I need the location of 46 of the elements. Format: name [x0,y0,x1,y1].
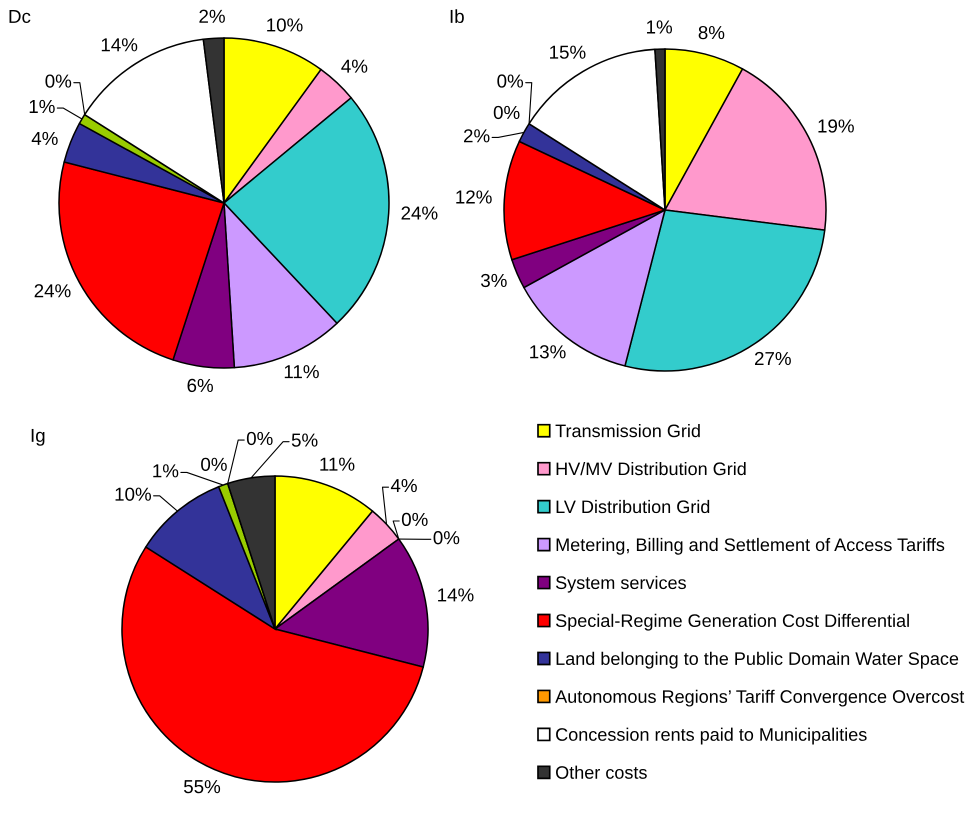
chart-title: Ib [450,9,464,24]
data-label: 1% [647,20,672,34]
legend-label: LV Distribution Grid [556,500,710,514]
legend-label: System services [556,576,686,593]
data-label: 19% [818,119,854,133]
text: 0% [402,512,428,526]
legend-label: Special-Regime Generation Cost Differential [556,614,909,631]
data-label: 14% [438,588,474,602]
data-label: 15% [550,46,586,59]
data-label: 10% [267,18,303,32]
data-label: 8% [698,26,724,40]
data-label: 13% [530,345,566,358]
data-label: 11% [320,458,354,471]
data-label: 24% [402,206,438,220]
text: 0% [45,74,72,88]
legend-label: Transmission Grid [556,424,700,438]
data-label: 14% [102,38,138,52]
data-label: 1% [153,464,178,478]
text: 0% [246,432,273,446]
text: 0% [201,458,227,471]
data-label: 27% [754,352,791,366]
text: 0% [494,106,520,120]
data-label: 3% [481,274,507,288]
data-label: 1% [30,100,55,114]
text: 0% [497,74,524,88]
chart-title: Dc [10,10,30,24]
chart-title: Ig [32,428,44,446]
data-label: 2% [464,129,490,142]
data-label: 24% [34,284,71,298]
data-label: 55% [184,780,220,794]
data-label: 4% [341,60,368,73]
data-label: 4% [32,132,58,145]
data-label: 4% [390,479,417,492]
data-label: 11% [284,365,319,378]
legend-label: HV/MV Distribution Grid [556,462,746,476]
legend-label: Metering, Billing and Settlement of Access Tariffs [556,538,944,555]
text: 0% [434,531,460,544]
legend-label: Land belonging to the Public Domain Water Space [556,652,958,669]
legend-label: Other costs [556,766,647,779]
data-label: 12% [456,190,492,204]
legend-label: Autonomous Regions’ Tariff Convergence Overcost [555,690,964,707]
data-label: 2% [199,10,225,23]
data-label: 5% [292,434,318,447]
data-label: 10% [116,488,151,501]
legend-label: Concession rents paid to Municipalities [556,728,867,744]
data-label: 6% [188,378,213,392]
